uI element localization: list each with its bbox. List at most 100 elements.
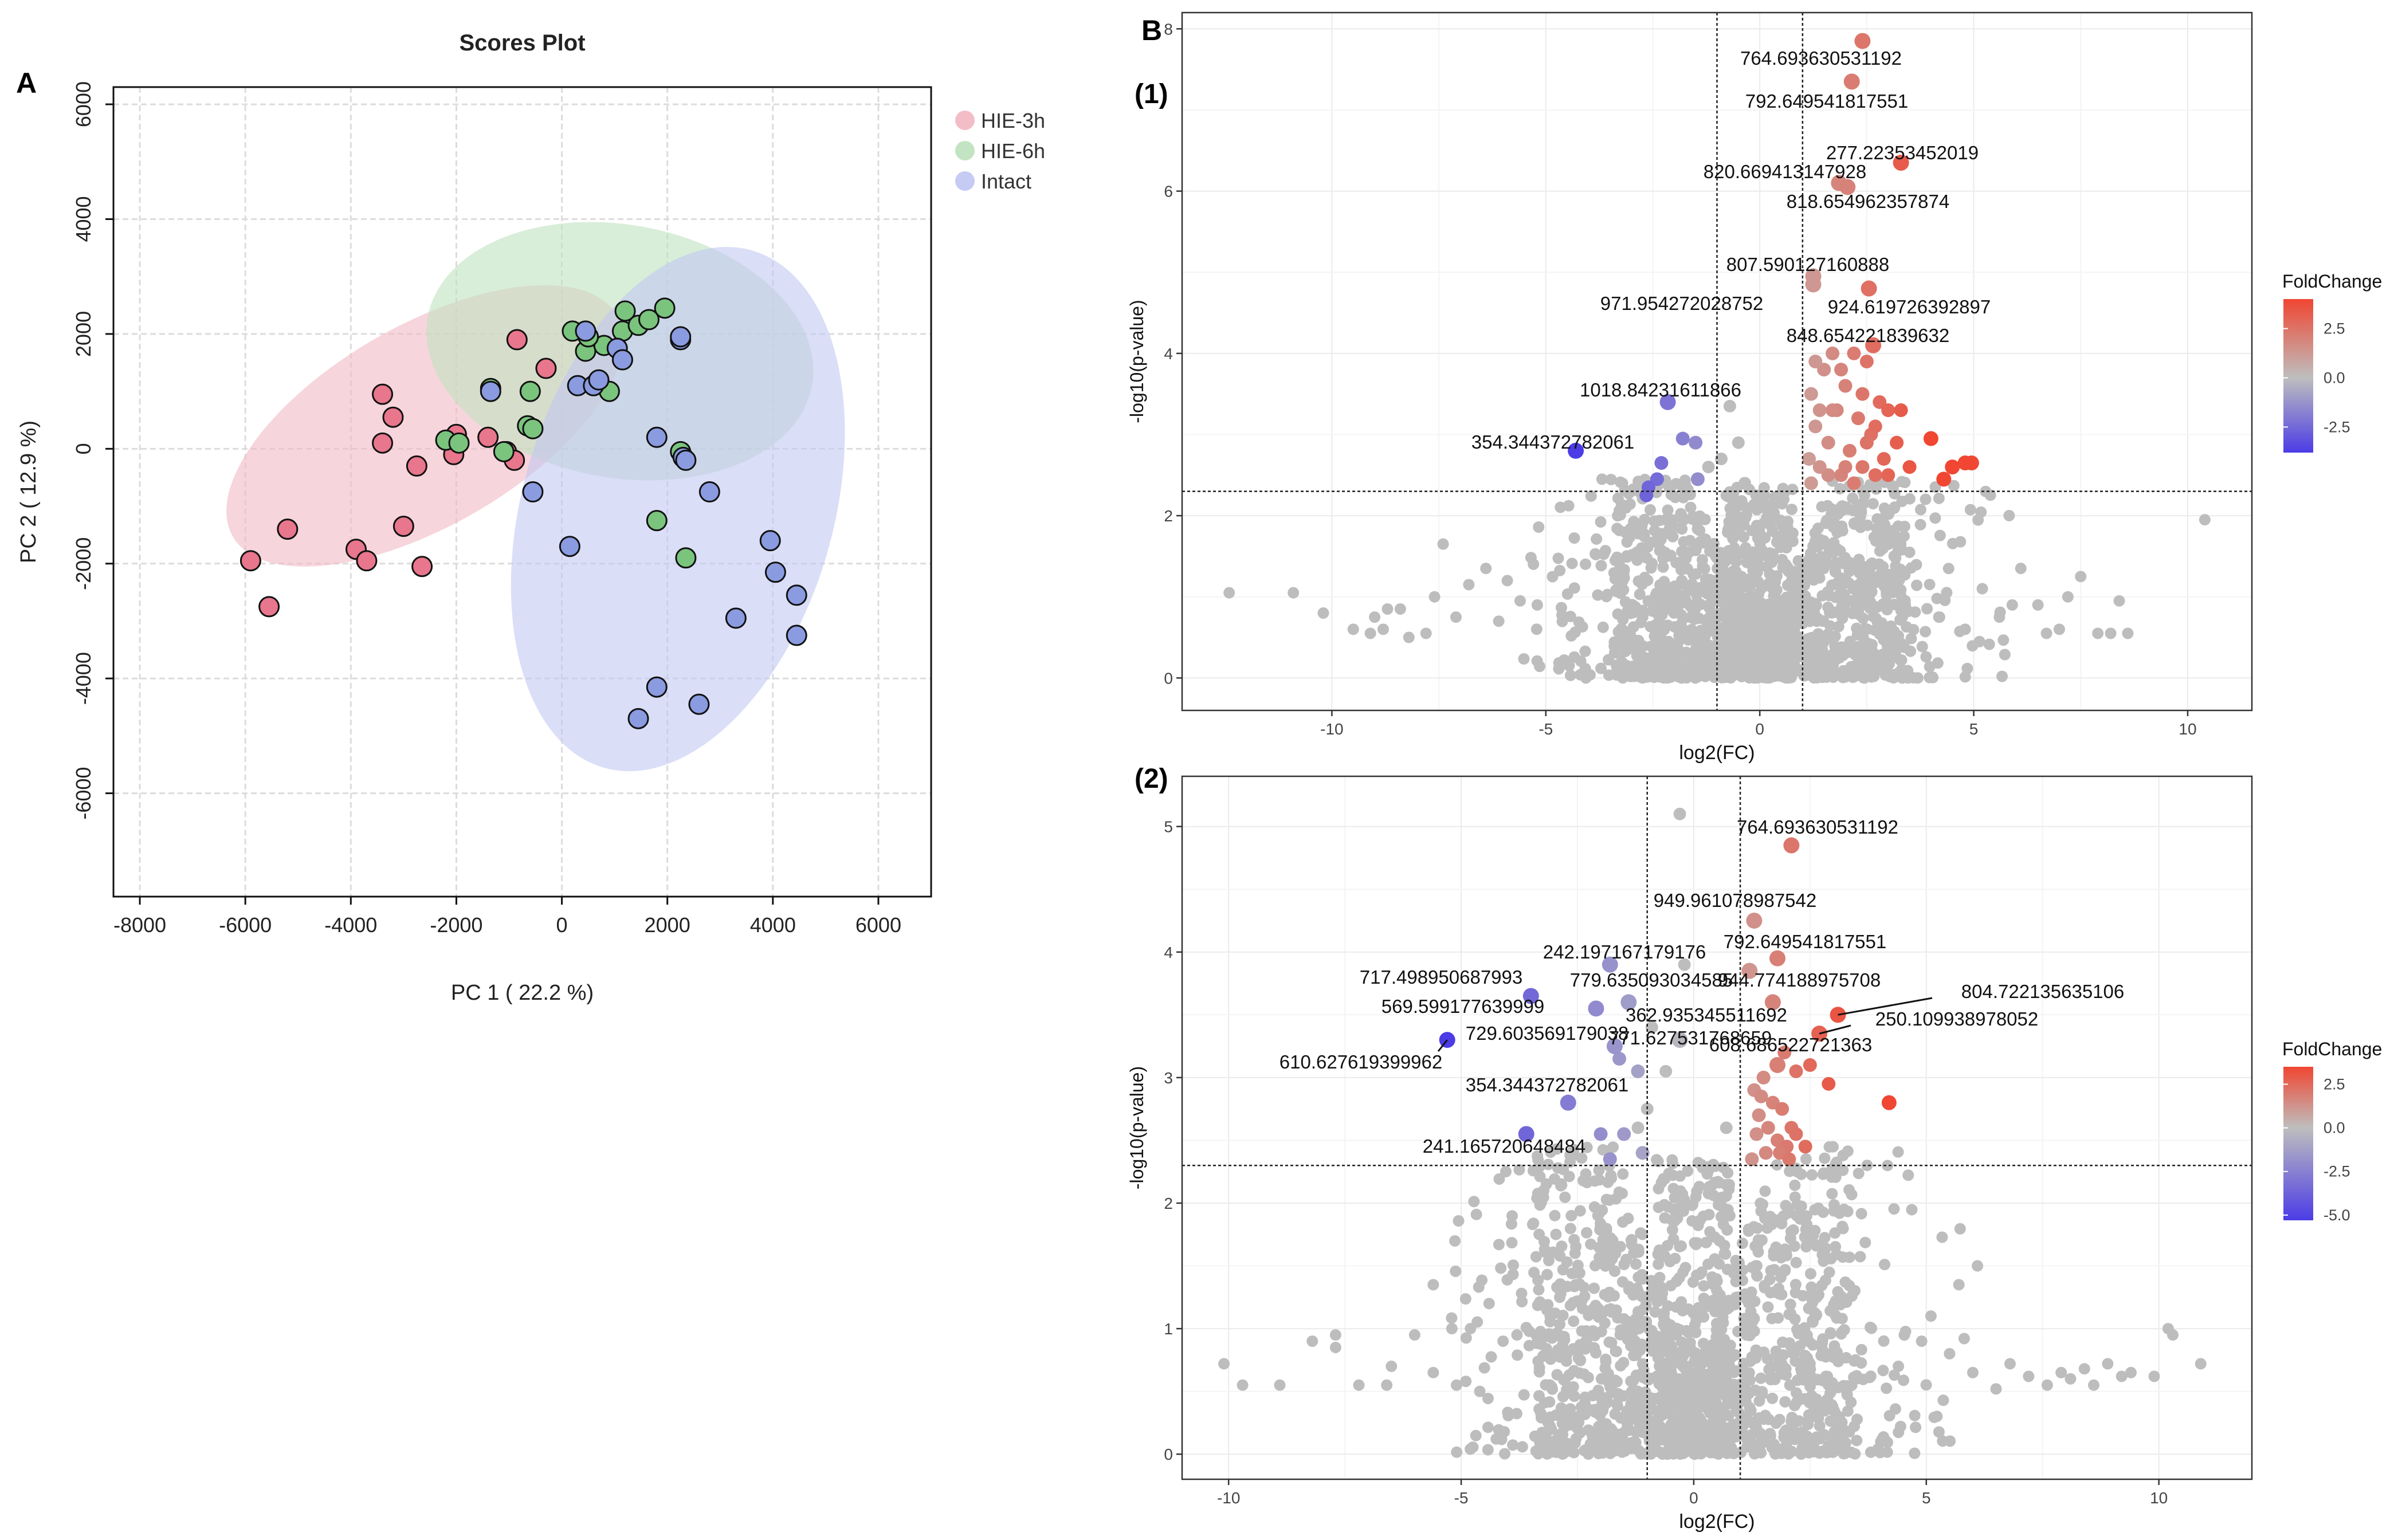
volcano-point-up-strong bbox=[1881, 1095, 1897, 1110]
volcano-point-ns bbox=[1728, 503, 1740, 515]
volcano-point-labeled bbox=[1620, 994, 1637, 1011]
volcano-point-ns bbox=[1329, 1341, 1341, 1353]
volcano-point-ns bbox=[1648, 515, 1660, 527]
volcano-point-ns bbox=[1737, 520, 1749, 532]
volcano-point-ns bbox=[1864, 596, 1876, 608]
volcano-point-ns bbox=[1934, 529, 1946, 541]
score-point bbox=[725, 607, 747, 629]
volcano-point-ns bbox=[1596, 473, 1608, 485]
volcano-point-ns bbox=[1591, 533, 1603, 545]
volcano-point-ns bbox=[1929, 481, 1941, 493]
volcano-point-ns bbox=[1612, 510, 1624, 522]
score-point bbox=[522, 418, 544, 439]
volcano-point-ns bbox=[1507, 1259, 1519, 1271]
volcano-point-ns bbox=[1781, 521, 1793, 533]
volcano-point-ns bbox=[1904, 493, 1916, 505]
volcano-point-ns bbox=[1654, 545, 1666, 557]
volcano-point-up bbox=[1902, 460, 1917, 474]
volcano-point-ns bbox=[1560, 1384, 1572, 1396]
colorbar-tick-label: 0.0 bbox=[2324, 1119, 2345, 1137]
x-tick-label: 5 bbox=[1969, 720, 1979, 738]
volcano-point-ns bbox=[1658, 659, 1670, 671]
volcano-point-ns bbox=[1838, 1203, 1850, 1215]
volcano-point-ns bbox=[1806, 1169, 1818, 1181]
volcano-point-ns bbox=[1593, 1447, 1605, 1459]
volcano-point-ns bbox=[1927, 671, 1939, 683]
volcano-point-ns bbox=[1540, 1178, 1552, 1190]
volcano-point-ns bbox=[1660, 514, 1672, 526]
volcano-point-ns bbox=[1749, 502, 1761, 514]
volcano-point-ns bbox=[1826, 633, 1838, 645]
volcano-point-ns bbox=[1468, 1196, 1480, 1208]
volcano-point-ns bbox=[1721, 1447, 1733, 1459]
volcano-point-down bbox=[1654, 456, 1669, 470]
volcano-point-ns bbox=[1815, 551, 1827, 563]
score-point bbox=[646, 676, 668, 698]
volcano-point-ns bbox=[1567, 1343, 1579, 1355]
volcano-point-ns bbox=[1823, 540, 1835, 552]
volcano-point-ns bbox=[1654, 1271, 1666, 1283]
volcano-point-ns bbox=[1530, 623, 1543, 635]
volcano-point-ns bbox=[1780, 542, 1792, 554]
volcano-point-ns bbox=[1827, 1400, 1839, 1412]
volcano-point-ns bbox=[1668, 1204, 1680, 1216]
volcano-point-ns bbox=[1847, 645, 1859, 657]
volcano-point-labeled bbox=[1769, 950, 1786, 967]
scores-plot: Scores Plot -8000 -6000 -4000 -2000 0 2000 4000… bbox=[17, 30, 1045, 1005]
volcano-point-sig-gray bbox=[1732, 436, 1745, 449]
volcano-point-ns bbox=[1593, 1164, 1605, 1176]
volcano-point-ns bbox=[1427, 1279, 1439, 1291]
volcano-point-ns bbox=[1427, 1366, 1439, 1378]
volcano-point-ns bbox=[1834, 545, 1846, 557]
volcano-point-ns bbox=[1533, 1228, 1545, 1240]
volcano-point-ns bbox=[1501, 1274, 1513, 1286]
volcano-point-ns bbox=[1667, 1169, 1679, 1181]
volcano-point-ns bbox=[1823, 1266, 1835, 1278]
volcano-point-ns bbox=[1599, 1260, 1611, 1272]
volcano-point-ns bbox=[1710, 1385, 1722, 1397]
volcano-point-ns bbox=[1626, 549, 1638, 561]
volcano-point-ns bbox=[1580, 672, 1592, 684]
volcano-point-ns bbox=[1789, 1433, 1801, 1445]
volcano-point-ns bbox=[1909, 1447, 1921, 1459]
volcano-point-ns bbox=[1700, 1236, 1712, 1248]
volcano-point-ns bbox=[1682, 484, 1694, 496]
volcano-point-ns bbox=[1604, 1440, 1616, 1452]
point-label: 764.693630531192 bbox=[1740, 48, 1902, 69]
volcano-point-ns bbox=[1622, 1212, 1634, 1224]
volcano-point-ns bbox=[1828, 1432, 1840, 1444]
volcano-point-labeled bbox=[1839, 179, 1856, 195]
volcano-point-ns bbox=[1545, 1423, 1557, 1435]
volcano-point-ns bbox=[1557, 1164, 1569, 1176]
volcano-point-ns bbox=[1796, 1366, 1808, 1378]
volcano-point-ns bbox=[1615, 1360, 1627, 1372]
volcano-point-sig-gray bbox=[1673, 807, 1686, 820]
volcano-point-ns bbox=[1408, 1329, 1420, 1341]
volcano-point-ns bbox=[1639, 1294, 1651, 1306]
legend-swatch-hie-3h bbox=[955, 111, 975, 130]
x-tick-label: -4000 bbox=[324, 913, 377, 937]
volcano-point-ns bbox=[1592, 1302, 1604, 1314]
volcano-point-ns bbox=[2148, 1370, 2160, 1382]
volcano-point-up bbox=[1761, 1121, 1775, 1135]
volcano-point-ns bbox=[1620, 1254, 1632, 1266]
volcano-point-ns bbox=[1642, 574, 1654, 586]
volcano-point-ns bbox=[1909, 606, 1921, 618]
volcano-point-ns bbox=[1483, 1298, 1495, 1310]
volcano-point-ns bbox=[1759, 1185, 1771, 1197]
volcano-point-ns bbox=[1530, 1251, 1542, 1263]
volcano-point-ns bbox=[1485, 1351, 1497, 1363]
volcano-point-ns bbox=[1551, 1143, 1563, 1155]
volcano-point-ns bbox=[1812, 541, 1824, 553]
volcano-point-ns bbox=[1732, 606, 1744, 618]
volcano-point-ns bbox=[1888, 626, 1900, 638]
volcano-point-ns bbox=[1829, 566, 1841, 578]
volcano-point-ns bbox=[1841, 1389, 1853, 1401]
volcano-point-ns bbox=[1592, 589, 1604, 601]
volcano-point-ns bbox=[1662, 1240, 1674, 1252]
point-label: 807.590127160888 bbox=[1726, 254, 1889, 275]
volcano-point-ns bbox=[1701, 1435, 1713, 1447]
volcano-point-ns bbox=[1658, 576, 1670, 588]
volcano-point-up bbox=[1855, 460, 1870, 474]
volcano-point-ns bbox=[1600, 1353, 1612, 1365]
